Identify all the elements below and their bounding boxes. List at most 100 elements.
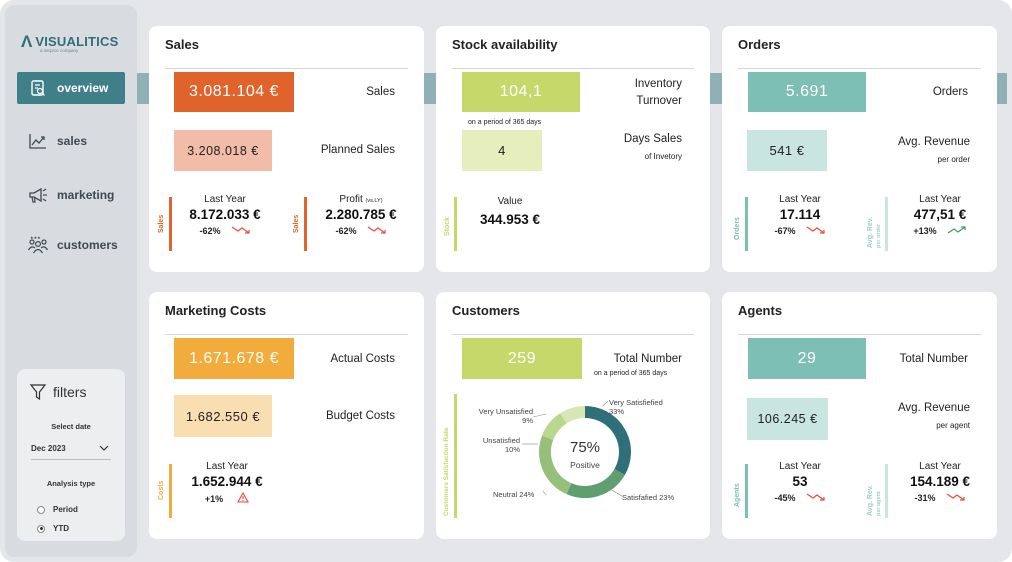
sales-label: Sales bbox=[366, 86, 395, 98]
sidebar: Λ VISUALITICS a serproc company overview… bbox=[5, 5, 137, 557]
profit-side-label: Sales bbox=[293, 214, 300, 233]
nav-item-marketing[interactable]: marketing bbox=[17, 179, 125, 211]
radio-dot-ytd bbox=[37, 524, 45, 533]
segment-label-very-satisfied: Very Satisfiefied 33% bbox=[609, 398, 663, 416]
brand-name: VISUALITICS bbox=[35, 34, 119, 49]
stock-side-label: Stock bbox=[444, 216, 451, 236]
card-title: Sales bbox=[165, 37, 199, 52]
connector-strip bbox=[424, 73, 436, 104]
card-title: Marketing Costs bbox=[165, 303, 267, 318]
radio-label-ytd: YTD bbox=[53, 524, 69, 533]
customers-card: Customers 259 Total Number on a period o… bbox=[436, 292, 710, 539]
trend-down-icon bbox=[367, 225, 387, 237]
date-select[interactable]: Dec 2023 bbox=[31, 444, 111, 460]
profit-side-bar bbox=[304, 197, 307, 251]
avg-revenue-box: 541 € bbox=[747, 130, 827, 171]
divider bbox=[452, 68, 694, 69]
stock-side-bar bbox=[454, 197, 457, 251]
segment-label-very-unsatisfied: Very Unsatisfied 9% bbox=[466, 407, 533, 425]
segment-name: Neutral bbox=[493, 490, 518, 499]
card-title: Agents bbox=[738, 303, 783, 318]
segment-pct: 9% bbox=[522, 416, 533, 425]
kpi-value: 2.280.785 € bbox=[325, 207, 397, 222]
side-label-line1: Avg. Rev. bbox=[867, 484, 874, 516]
svg-text:★★★: ★★★ bbox=[30, 235, 41, 240]
segment-pct: 24% bbox=[519, 490, 535, 499]
sales-value-box: 3.081.104 € bbox=[174, 72, 294, 112]
avg-revenue-label-line1: Avg. Revenue bbox=[897, 402, 970, 414]
segment-label-neutral: Neutral 24% bbox=[493, 490, 534, 499]
budget-costs-box: 1.682.550 € bbox=[174, 395, 272, 437]
agents-total-box: 29 bbox=[748, 338, 866, 379]
budget-costs-label: Budget Costs bbox=[325, 410, 395, 422]
agents-total-label: Total Number bbox=[899, 353, 968, 365]
side-label-line2: per agent bbox=[876, 491, 882, 516]
orders-card: Orders 5.691 Orders 541 € Avg. Revenue p… bbox=[722, 26, 997, 272]
sales-card: Sales 3.081.104 € Sales 3.208.018 € Plan… bbox=[149, 26, 424, 272]
nav-item-customers[interactable]: ★★★ customers bbox=[17, 229, 125, 261]
divider bbox=[738, 334, 981, 335]
leader-line bbox=[532, 413, 547, 418]
kpi-label: Profit bbox=[339, 194, 363, 205]
planned-sales-label: Planned Sales bbox=[320, 144, 395, 156]
donut-center-label: Positive bbox=[570, 460, 600, 470]
radio-ytd[interactable]: YTD bbox=[37, 524, 69, 533]
leader-line bbox=[602, 400, 609, 407]
profit-kpi: Profit (vs.LY) 2.280.785 € -62% bbox=[315, 194, 407, 237]
card-title: Stock availability bbox=[452, 37, 558, 52]
kpi-change: -62% bbox=[199, 226, 221, 236]
donut-segment bbox=[560, 406, 586, 424]
trend-chart-icon bbox=[27, 130, 49, 152]
trend-down-icon bbox=[806, 225, 826, 237]
turnover-box: 104,1 bbox=[462, 72, 580, 112]
report-icon bbox=[27, 77, 49, 99]
avg-rev-side-bar bbox=[885, 197, 888, 251]
customers-total-box: 259 bbox=[462, 338, 582, 379]
days-sales-box: 4 bbox=[462, 130, 542, 171]
donut-segment bbox=[584, 406, 631, 475]
costs-side-bar bbox=[169, 464, 172, 518]
trend-down-icon bbox=[946, 492, 966, 504]
kpi-value: 8.172.033 € bbox=[189, 207, 261, 222]
nav-item-sales[interactable]: sales bbox=[17, 125, 125, 157]
analysis-type-label: Analysis type bbox=[46, 479, 96, 488]
segment-name: Unsatisfied bbox=[482, 436, 520, 445]
satisfaction-donut-chart bbox=[539, 406, 631, 498]
kpi-change: +1% bbox=[204, 493, 224, 504]
card-title: Orders bbox=[738, 37, 781, 52]
agents-avg-rev-side-label: Avg. Rev. per agent bbox=[867, 485, 883, 516]
days-sales-label-line1: Days Sales bbox=[623, 133, 682, 145]
kpi-label: Last Year bbox=[206, 461, 248, 472]
agents-avg-rev-last-year-kpi: Last Year 154.189 € -31% bbox=[896, 461, 984, 504]
segment-label-unsatisfied: Unsatisfied 10% bbox=[476, 436, 520, 454]
kpi-label: Last Year bbox=[919, 194, 961, 205]
customers-total-label: Total Number bbox=[613, 353, 682, 365]
trend-up-icon bbox=[947, 225, 967, 237]
actual-costs-box: 1.671.678 € bbox=[174, 338, 294, 379]
avg-rev-side-label: Avg. Rev. per order bbox=[867, 217, 883, 248]
avg-revenue-label: Avg. Revenue per order bbox=[872, 134, 970, 168]
segment-name: Satisfafied bbox=[622, 493, 658, 502]
marketing-last-year-kpi: Last Year 1.652.944 € +1% bbox=[181, 461, 273, 505]
nav-label-customers: customers bbox=[57, 238, 118, 252]
kpi-label: Last Year bbox=[204, 194, 246, 205]
avg-revenue-label-line1: Avg. Revenue bbox=[897, 136, 970, 148]
radio-dot-period bbox=[37, 505, 45, 514]
logo-mark-icon: Λ bbox=[21, 32, 33, 51]
nav-label-sales: sales bbox=[57, 134, 88, 148]
avg-revenue-label-line2: per order bbox=[937, 155, 970, 164]
donut-segment bbox=[566, 468, 625, 498]
brand-logo: Λ VISUALITICS a serproc company bbox=[21, 32, 119, 54]
kpi-label: Last Year bbox=[779, 461, 821, 472]
kpi-value: 477,51 € bbox=[913, 207, 967, 222]
satisfaction-side-bar bbox=[454, 394, 457, 518]
nav-item-overview[interactable]: overview bbox=[17, 72, 125, 104]
kpi-label-suffix: (vs.LY) bbox=[365, 198, 383, 204]
radio-period[interactable]: Period bbox=[37, 505, 78, 514]
brand-tagline: a serproc company bbox=[40, 48, 79, 53]
kpi-value: 1.652.944 € bbox=[191, 474, 263, 489]
date-select-value: Dec 2023 bbox=[31, 444, 66, 453]
turnover-label-line1: Inventory bbox=[634, 78, 682, 90]
stock-card: Stock availability 104,1 on a period of … bbox=[436, 26, 710, 272]
orders-last-year-kpi: Last Year 17.114 -67% bbox=[756, 194, 844, 237]
